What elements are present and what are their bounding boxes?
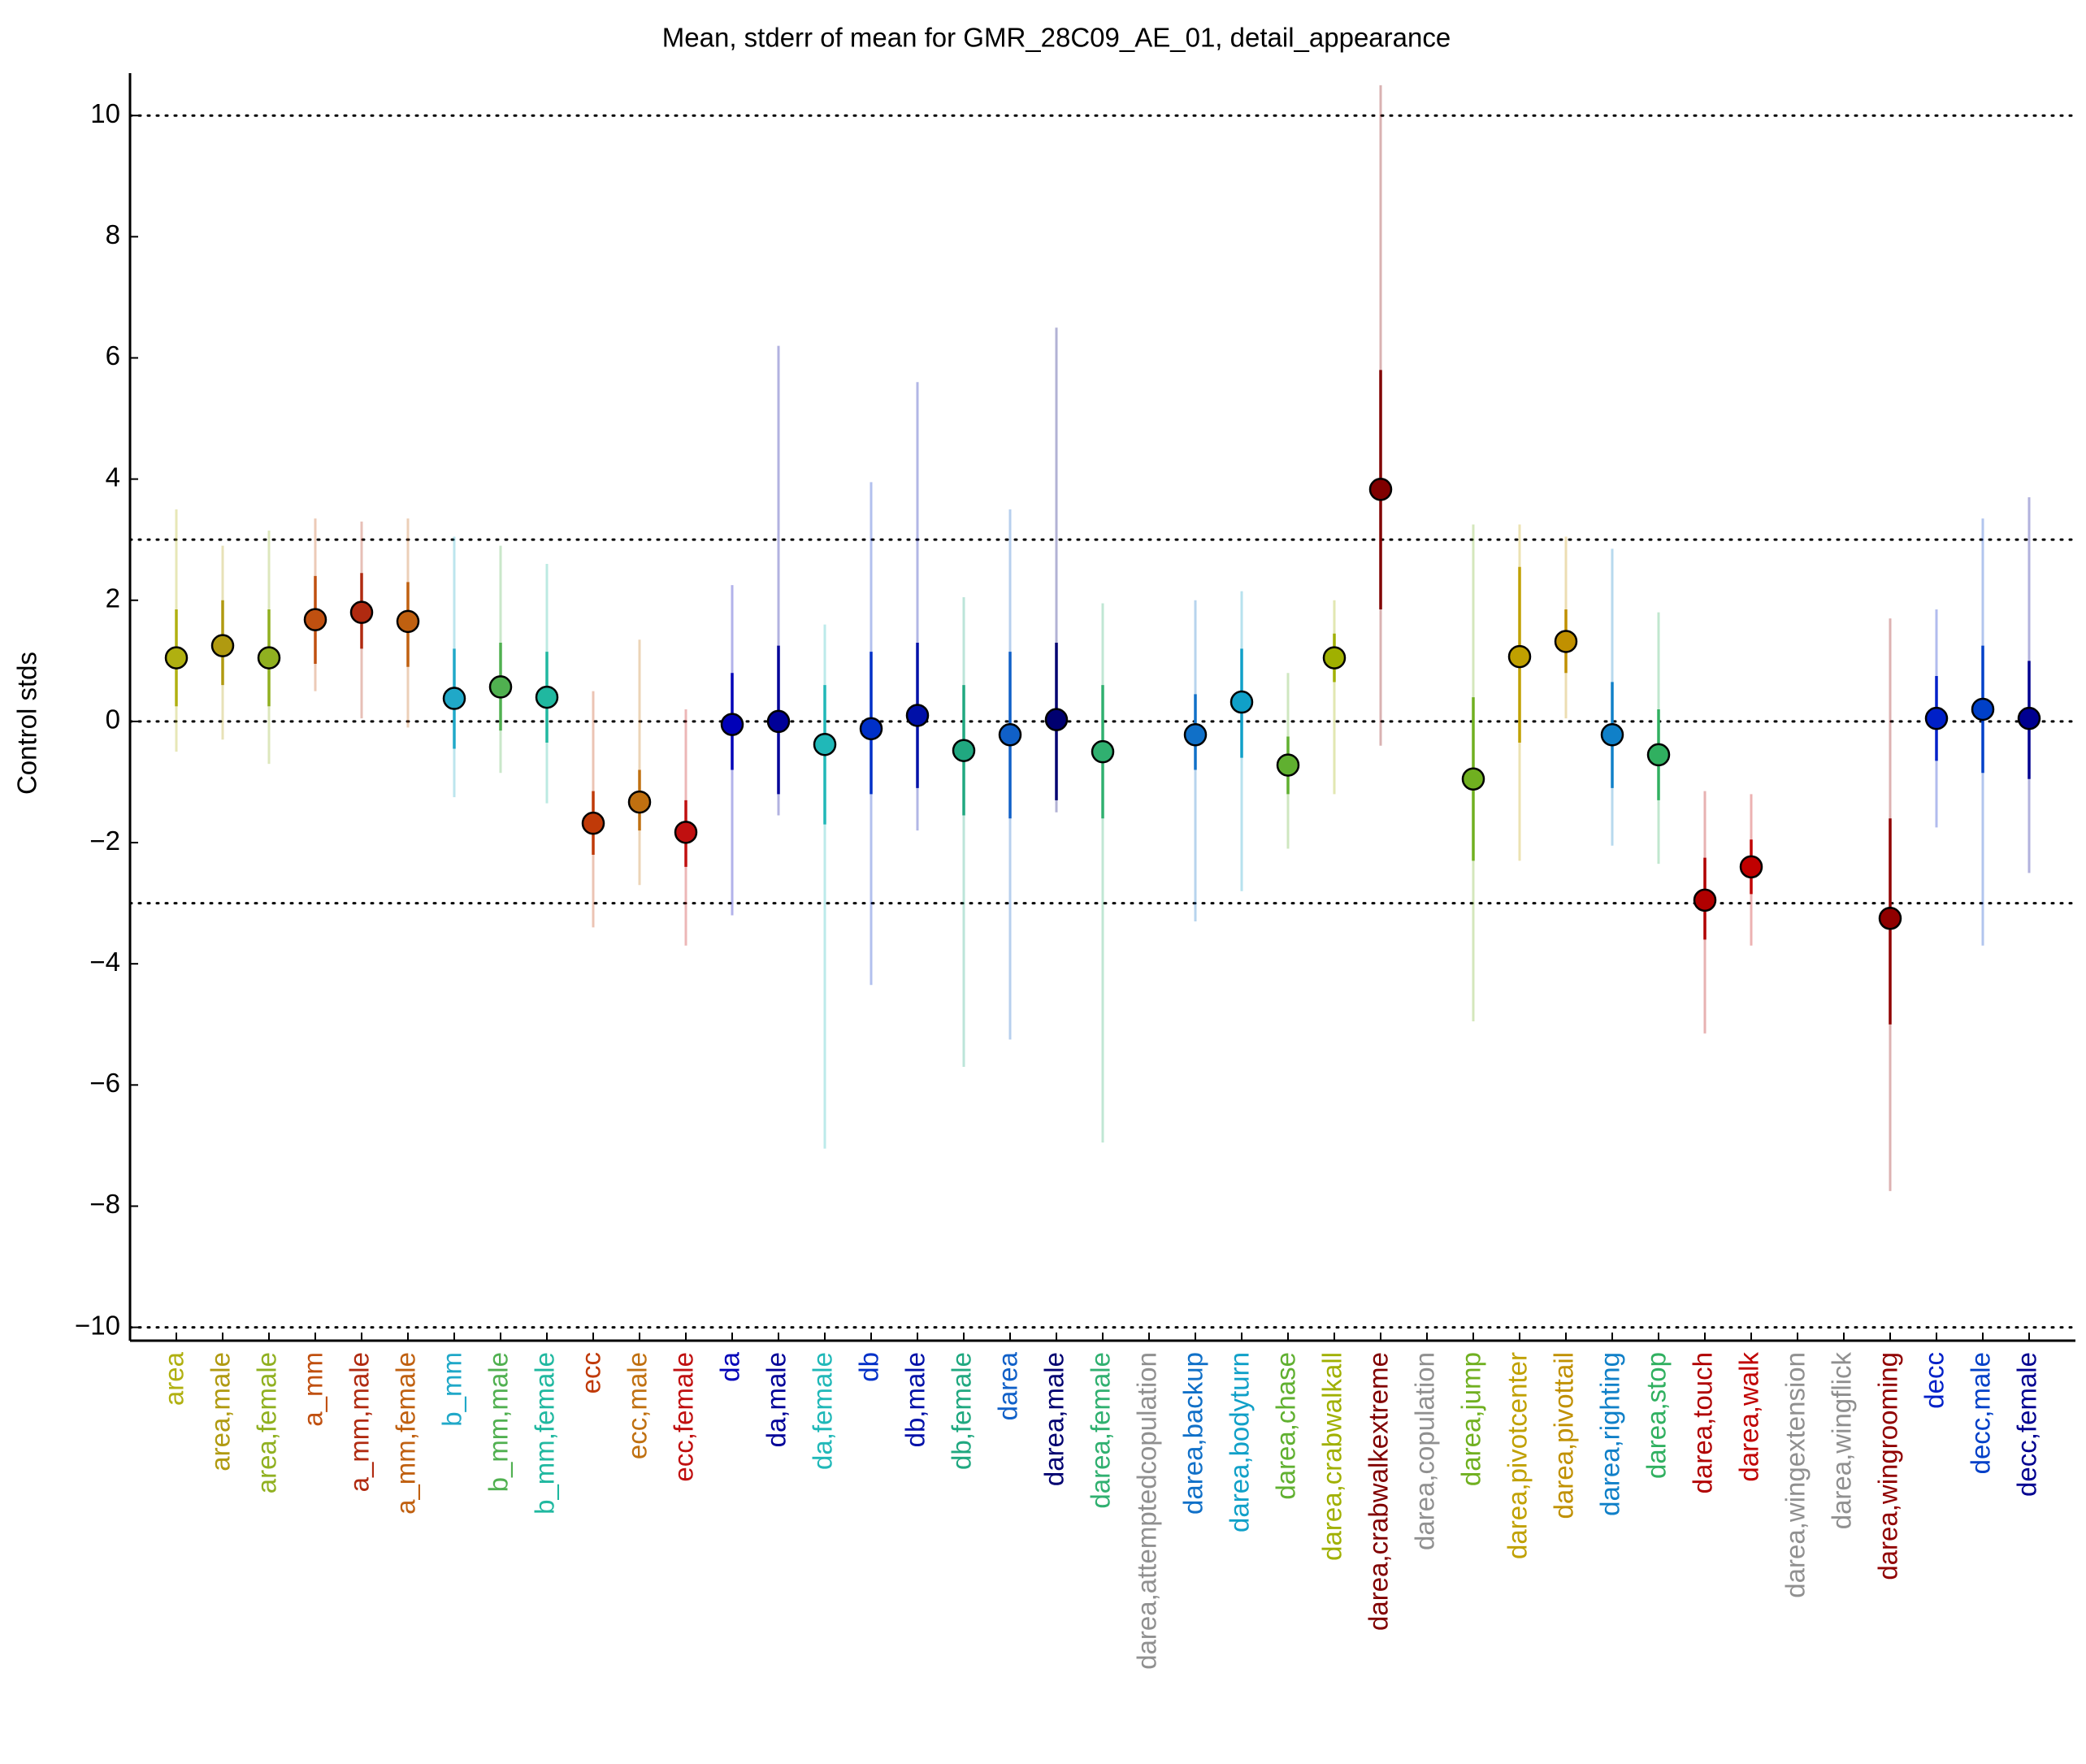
mean-marker [1091,739,1115,764]
mean-marker [1461,767,1485,791]
x-tick-label: a_mm [298,1352,328,1427]
mean-marker [1646,743,1671,767]
x-tick-label: darea,crabwalkextreme [1364,1352,1394,1631]
mean-marker [488,675,513,699]
y-tick-label: 4 [106,462,120,492]
x-tick-label: darea,attemptedcopulation [1132,1352,1162,1670]
mean-marker [1368,478,1393,501]
y-tick-label: 10 [90,98,120,128]
x-tick-label: da,female [808,1352,838,1470]
x-tick-label: db,female [947,1352,977,1470]
mean-marker [1276,753,1300,777]
y-tick-label: 8 [106,219,120,249]
mean-marker [1739,855,1763,879]
mean-marker [2017,706,2041,730]
mean-marker [859,717,883,741]
mean-marker [1183,723,1208,747]
x-tick-label: darea,pivotcenter [1503,1352,1533,1559]
x-tick-label: b_mm,male [484,1352,514,1492]
x-tick-label: darea,jump [1456,1352,1486,1486]
mean-marker [581,811,605,835]
mean-marker [1229,690,1254,714]
mean-marker [905,704,930,727]
chart-title: Mean, stderr of mean for GMR_28C09_AE_01… [662,23,1451,53]
mean-marker [1554,630,1578,653]
mean-marker [720,713,744,736]
x-tick-label: db,male [900,1352,930,1447]
mean-marker [535,685,559,709]
y-tick-label: 6 [106,340,120,371]
x-tick-label: ecc [576,1352,606,1393]
x-tick-label: darea,male [1039,1352,1069,1486]
x-tick-label: darea,walk [1734,1352,1764,1482]
y-tick-label: −2 [89,826,120,856]
mean-marker [1693,888,1717,912]
y-tick-label: 0 [106,704,120,735]
x-tick-label: area [159,1351,189,1406]
mean-marker [210,634,235,657]
mean-marker [303,608,327,631]
x-tick-label: darea,female [1086,1352,1116,1509]
x-tick-label: darea,wingflick [1827,1352,1857,1530]
x-tick-label: darea,wingextension [1780,1352,1811,1598]
y-tick-label: −10 [75,1310,120,1340]
mean-marker [1600,723,1624,747]
mean-marker [1507,644,1532,669]
mean-marker [396,609,420,634]
x-tick-label: b_mm,female [530,1352,560,1515]
y-tick-label: −6 [89,1068,120,1098]
y-tick-label: −8 [89,1189,120,1219]
x-tick-label: darea,stop [1641,1352,1672,1479]
mean-marker [1322,646,1347,670]
x-tick-label: darea,backup [1178,1352,1208,1515]
mean-marker [766,709,791,734]
mean-marker [164,646,189,670]
x-tick-label: decc,male [1966,1352,1996,1474]
x-tick-label: darea [993,1351,1023,1420]
x-tick-label: ecc,female [669,1352,699,1482]
y-tick-label: −4 [89,947,120,977]
x-tick-label: darea,chase [1271,1352,1301,1500]
x-tick-label: darea,righting [1595,1352,1625,1516]
x-tick-label: darea,pivottail [1549,1352,1579,1519]
x-tick-label: darea,crabwalkall [1317,1352,1347,1561]
x-tick-label: da,male [761,1352,791,1447]
mean-marker [674,821,698,844]
x-tick-label: a_mm,male [345,1352,375,1492]
x-tick-label: ecc,male [622,1352,653,1459]
x-tick-label: db [854,1352,884,1382]
x-tick-label: darea,wingrooming [1873,1352,1903,1580]
x-tick-label: decc,female [2012,1352,2042,1497]
x-tick-label: a_mm,female [391,1352,421,1515]
y-axis-label: Control stds [12,652,42,795]
x-tick-label: darea,bodyturn [1225,1352,1255,1532]
x-tick-label: da [715,1351,745,1381]
mean-marker [1924,706,1949,730]
mean-marker [1971,697,1995,722]
x-tick-label: darea,copulation [1410,1352,1440,1550]
mean-marker [257,646,281,670]
x-tick-label: darea,touch [1688,1352,1718,1493]
mean-marker [1044,708,1069,731]
mean-marker [627,790,652,814]
mean-marker [442,687,466,710]
x-tick-label: decc [1919,1352,1949,1409]
y-tick-label: 2 [106,583,120,613]
mean-marker [1878,906,1902,930]
x-tick-label: b_mm [437,1352,467,1427]
mean-marker [998,723,1022,747]
x-tick-label: area,female [252,1352,282,1493]
mean-marker [813,732,837,756]
mean-marker [952,739,976,762]
x-tick-label: area,male [206,1352,236,1471]
mean-marker [349,600,374,624]
